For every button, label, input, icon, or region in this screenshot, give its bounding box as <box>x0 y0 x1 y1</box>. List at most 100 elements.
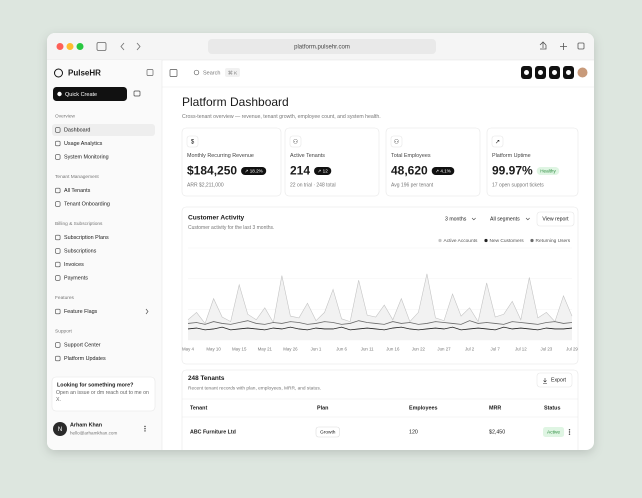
x-tick-label: May 10 <box>206 347 221 352</box>
x-tick-label: May 26 <box>283 347 298 352</box>
kpi-note: 22 on trial · 248 total <box>290 182 336 188</box>
x-tick-label: Jun 11 <box>361 347 374 352</box>
menu-dot <box>144 428 146 430</box>
table-title: 248 Tenants <box>188 375 225 382</box>
help-text: Open an issue or dm reach out to me on X… <box>56 390 149 403</box>
nav-item[interactable]: Payments <box>64 275 88 281</box>
control-label[interactable]: All segments <box>490 216 520 222</box>
user-email: hello@arhamkhan.com <box>70 431 117 436</box>
chart-subtitle: Customer activity for the last 3 months. <box>188 225 274 231</box>
nav-item[interactable]: Support Center <box>64 342 101 348</box>
x-tick-label: Jun 27 <box>437 347 451 352</box>
kpi-note: 17 open support tickets <box>492 182 544 188</box>
minimize[interactable] <box>66 43 74 50</box>
x-tick-label: Jun 6 <box>336 347 347 352</box>
kpi-value: 99.97% <box>492 164 533 178</box>
nav-item[interactable]: Tenant Onboarding <box>64 201 110 207</box>
url-bar[interactable] <box>208 39 436 54</box>
nav-item[interactable]: Feature Flags <box>64 309 98 315</box>
row-menu-dot <box>568 429 571 431</box>
x-tick-label: Jun 22 <box>412 347 426 352</box>
legend-label: Returning Users <box>536 238 571 244</box>
column-header: MRR <box>489 405 501 411</box>
tabs-icon[interactable] <box>577 42 585 50</box>
nav-item[interactable]: System Monitoring <box>64 154 109 160</box>
x-tick-label: Jul 23 <box>541 347 553 352</box>
kpi-badge-text: ↗ 18.2% <box>245 169 263 174</box>
section-title: Overview <box>55 113 76 119</box>
nav-item[interactable]: Invoices <box>64 262 84 268</box>
line <box>187 273 573 325</box>
kpi-icon: ↗ <box>495 139 500 145</box>
close[interactable] <box>56 43 64 50</box>
top-icons[interactable] <box>521 66 588 79</box>
row-menu-dot <box>568 433 571 435</box>
quick-create-button[interactable] <box>53 87 127 101</box>
nav-arrows[interactable] <box>120 42 141 51</box>
chart-title: Customer Activity <box>188 214 245 221</box>
nav-item[interactable]: Usage Analytics <box>64 141 103 147</box>
section-title: Billing & Subscriptions <box>55 221 103 227</box>
control-label[interactable]: 3 months <box>445 216 467 222</box>
x-tick-label: Jul 7 <box>491 347 501 352</box>
zoom[interactable] <box>76 43 84 50</box>
window-content: platform.pulsehr.com PulseHR Quick Create O… <box>47 33 594 450</box>
x-tick-label: Jul 12 <box>515 347 527 352</box>
line <box>187 320 573 325</box>
avatar-initial: N <box>58 427 62 433</box>
legend-dot <box>530 238 534 243</box>
section-title: Support <box>55 328 72 334</box>
help-title: Looking for something more? <box>57 382 133 388</box>
nav-icon <box>55 140 61 147</box>
column-header: Plan <box>317 405 328 411</box>
x-tick-label: Jul 2 <box>465 347 475 352</box>
nav-icon <box>55 187 61 194</box>
export-label: Export <box>551 378 567 384</box>
x-tick-label: Jun 1 <box>311 347 322 352</box>
row-menu-dot <box>568 431 571 433</box>
inbox-icon[interactable] <box>133 90 141 97</box>
nav-item[interactable]: All Tenants <box>64 188 91 194</box>
line <box>187 326 573 331</box>
column-header: Tenant <box>190 405 207 411</box>
kpi-badge <box>431 167 455 175</box>
x-tick-label: Jul 29 <box>566 347 578 352</box>
sidebar-icon[interactable] <box>96 42 107 51</box>
table-subtitle: Recent tenant records with plan, employe… <box>188 385 321 391</box>
dropdown-caret <box>525 217 530 221</box>
nav-icon <box>55 355 61 362</box>
toggle-sidebar[interactable] <box>169 69 178 77</box>
kpi-label: Monthly Recurring Revenue <box>187 153 254 159</box>
browser-actions[interactable] <box>539 41 567 50</box>
kpi-icon: $ <box>191 139 195 145</box>
shortcut: ⌘ K <box>228 70 238 76</box>
nav-icon <box>55 248 61 254</box>
help-text: Open an issue or dm reach out to me on X… <box>56 390 149 403</box>
brand: PulseHR <box>68 69 101 78</box>
pill <box>315 426 340 438</box>
kpi-icon-box <box>289 135 302 148</box>
user-name: Arham Khan <box>70 422 102 428</box>
legend-dot <box>438 238 442 243</box>
nav-item[interactable]: Subscriptions <box>64 248 97 254</box>
control <box>536 211 575 227</box>
nav-item[interactable]: Platform Updates <box>64 356 106 362</box>
area <box>188 273 572 340</box>
active-item <box>52 124 155 136</box>
page-title: Platform Dashboard <box>182 95 289 109</box>
kpi-value: $184,250 <box>187 164 237 178</box>
column-header: Status <box>544 405 560 411</box>
legend-label: Active Accounts <box>444 238 478 244</box>
nav-item[interactable]: Dashboard <box>64 127 90 133</box>
nav-icon <box>55 308 61 315</box>
control-label[interactable]: View report <box>542 216 569 222</box>
kpi-icon-box <box>390 135 403 148</box>
nav-item[interactable]: Subscription Plans <box>64 235 109 241</box>
nav-icon <box>55 201 61 207</box>
kpi-badge <box>241 167 267 175</box>
kpi-icon: ⚇ <box>394 138 399 145</box>
url: platform.pulsehr.com <box>294 45 350 51</box>
x-tick-label: May 21 <box>258 347 273 352</box>
